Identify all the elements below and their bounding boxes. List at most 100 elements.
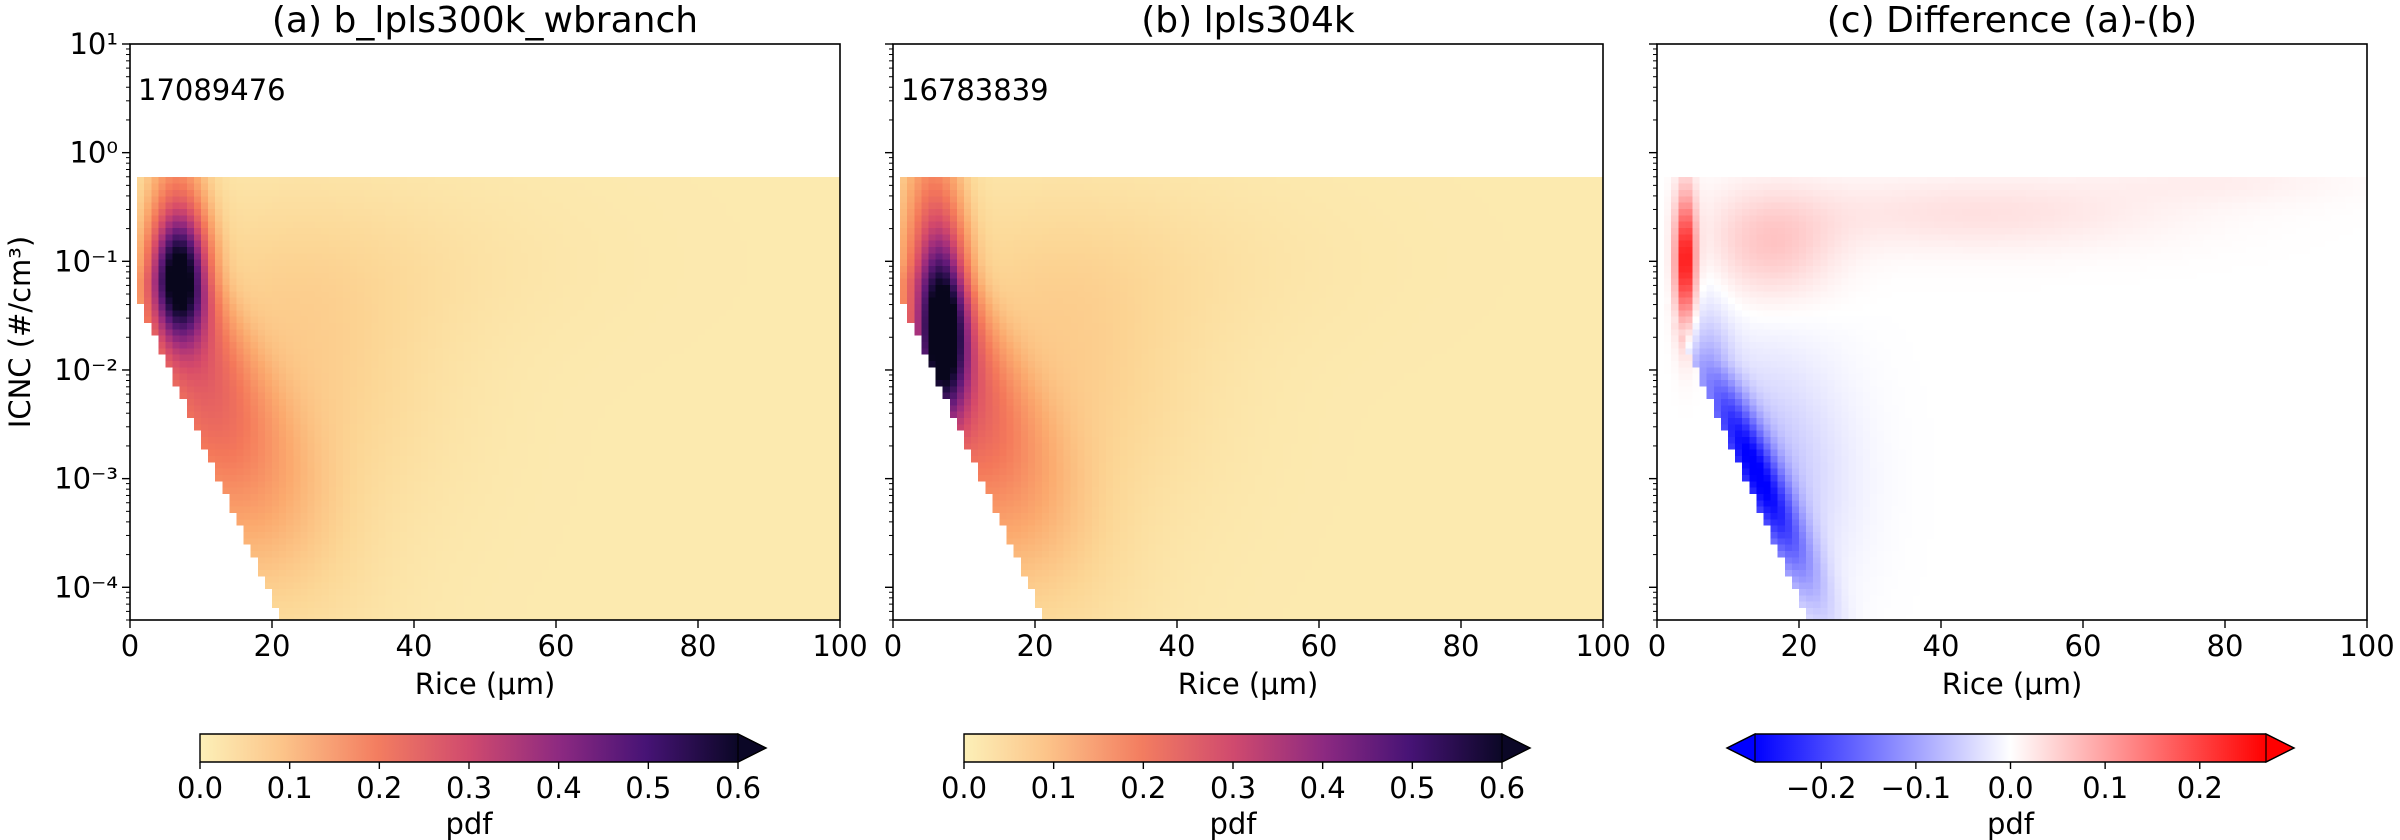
heatmap-cell bbox=[442, 208, 451, 216]
heatmap-cell bbox=[300, 379, 309, 387]
heatmap-cell bbox=[541, 461, 550, 469]
heatmap-cell bbox=[584, 303, 593, 311]
heatmap-cell bbox=[385, 379, 394, 387]
heatmap-cell bbox=[676, 417, 685, 425]
heatmap-cell bbox=[492, 436, 500, 444]
heatmap-cell bbox=[676, 240, 685, 248]
heatmap-cell bbox=[165, 278, 174, 285]
heatmap-cell bbox=[293, 575, 301, 583]
heatmap-cell bbox=[634, 233, 642, 241]
heatmap-cell bbox=[442, 550, 451, 558]
heatmap-cell bbox=[343, 436, 351, 444]
heatmap-cell bbox=[598, 189, 607, 197]
heatmap-cell bbox=[605, 214, 614, 222]
heatmap-cell bbox=[428, 233, 436, 241]
heatmap-cell bbox=[435, 563, 443, 570]
heatmap-cell bbox=[527, 607, 536, 615]
heatmap-cell bbox=[485, 411, 493, 418]
heatmap-cell bbox=[676, 544, 685, 551]
heatmap-cell bbox=[300, 227, 309, 235]
heatmap-cell bbox=[392, 189, 401, 197]
heatmap-cell bbox=[385, 544, 394, 551]
heatmap-cell bbox=[406, 322, 415, 330]
heatmap-cell bbox=[279, 588, 287, 596]
heatmap-cell bbox=[477, 176, 486, 184]
heatmap-cell bbox=[172, 240, 181, 248]
heatmap-cell bbox=[470, 468, 479, 475]
heatmap-cell bbox=[648, 582, 656, 589]
heatmap-cell bbox=[485, 195, 493, 203]
heatmap-cell bbox=[676, 316, 685, 323]
heatmap-cell bbox=[506, 423, 514, 431]
heatmap-cell bbox=[605, 233, 614, 241]
heatmap-cell bbox=[690, 461, 699, 469]
heatmap-cell bbox=[648, 335, 656, 342]
heatmap-cell bbox=[371, 531, 380, 539]
heatmap-cell bbox=[343, 290, 351, 298]
heatmap-cell bbox=[605, 341, 614, 349]
heatmap-cell bbox=[499, 252, 507, 260]
heatmap-cell bbox=[627, 512, 635, 520]
heatmap-cell bbox=[456, 487, 465, 494]
heatmap-cell bbox=[548, 442, 557, 450]
heatmap-cell bbox=[293, 347, 301, 355]
heatmap-cell bbox=[158, 259, 167, 267]
heatmap-cell bbox=[442, 252, 451, 260]
heatmap-cell bbox=[307, 284, 316, 292]
heatmap-cell bbox=[556, 575, 564, 583]
heatmap-cell bbox=[357, 436, 365, 444]
heatmap-cell bbox=[605, 506, 614, 513]
heatmap-cell bbox=[477, 398, 486, 406]
heatmap-cell bbox=[669, 404, 678, 412]
heatmap-cell bbox=[215, 297, 223, 304]
heatmap-cell bbox=[463, 366, 472, 374]
heatmap-cell bbox=[648, 563, 656, 570]
heatmap-cell bbox=[470, 575, 479, 583]
heatmap-cell bbox=[612, 214, 621, 222]
heatmap-cell bbox=[371, 461, 380, 469]
heatmap-cell bbox=[335, 297, 344, 304]
heatmap-cell bbox=[392, 411, 401, 418]
heatmap-cell bbox=[619, 569, 628, 577]
heatmap-cell bbox=[648, 398, 656, 406]
heatmap-cell bbox=[477, 493, 486, 501]
heatmap-cell bbox=[279, 423, 287, 431]
heatmap-cell bbox=[648, 278, 656, 285]
heatmap-cell bbox=[357, 354, 365, 361]
heatmap-cell bbox=[634, 480, 642, 488]
heatmap-cell bbox=[641, 360, 649, 368]
heatmap-cell bbox=[428, 575, 436, 583]
heatmap-cell bbox=[186, 214, 195, 222]
heatmap-cell bbox=[321, 341, 330, 349]
heatmap-cell bbox=[137, 278, 145, 285]
heatmap-cell bbox=[442, 398, 451, 406]
heatmap-cell bbox=[179, 335, 188, 342]
heatmap-cell bbox=[350, 290, 358, 298]
heatmap-cell bbox=[314, 252, 323, 260]
heatmap-cell bbox=[619, 379, 628, 387]
heatmap-cell bbox=[648, 316, 656, 323]
heatmap-cell bbox=[556, 227, 564, 235]
heatmap-cell bbox=[584, 221, 593, 229]
heatmap-cell bbox=[300, 556, 309, 564]
heatmap-cell bbox=[264, 493, 273, 501]
heatmap-cell bbox=[492, 575, 500, 583]
heatmap-cell bbox=[456, 398, 465, 406]
heatmap-cell bbox=[307, 404, 316, 412]
heatmap-cell bbox=[208, 347, 216, 355]
heatmap-cell bbox=[598, 297, 607, 304]
heatmap-cell bbox=[598, 202, 607, 210]
heatmap-cell bbox=[257, 347, 266, 355]
heatmap-cell bbox=[548, 411, 557, 418]
heatmap-cell bbox=[350, 392, 358, 399]
heatmap-cell bbox=[442, 259, 451, 267]
heatmap-cell bbox=[456, 240, 465, 248]
heatmap-cell bbox=[556, 373, 564, 380]
heatmap-cell bbox=[435, 360, 443, 368]
heatmap-cell bbox=[236, 290, 245, 298]
heatmap-cell bbox=[343, 214, 351, 222]
heatmap-cell bbox=[406, 487, 415, 494]
heatmap-cell bbox=[272, 594, 280, 602]
heatmap-cell bbox=[499, 214, 507, 222]
heatmap-cell bbox=[548, 537, 557, 545]
